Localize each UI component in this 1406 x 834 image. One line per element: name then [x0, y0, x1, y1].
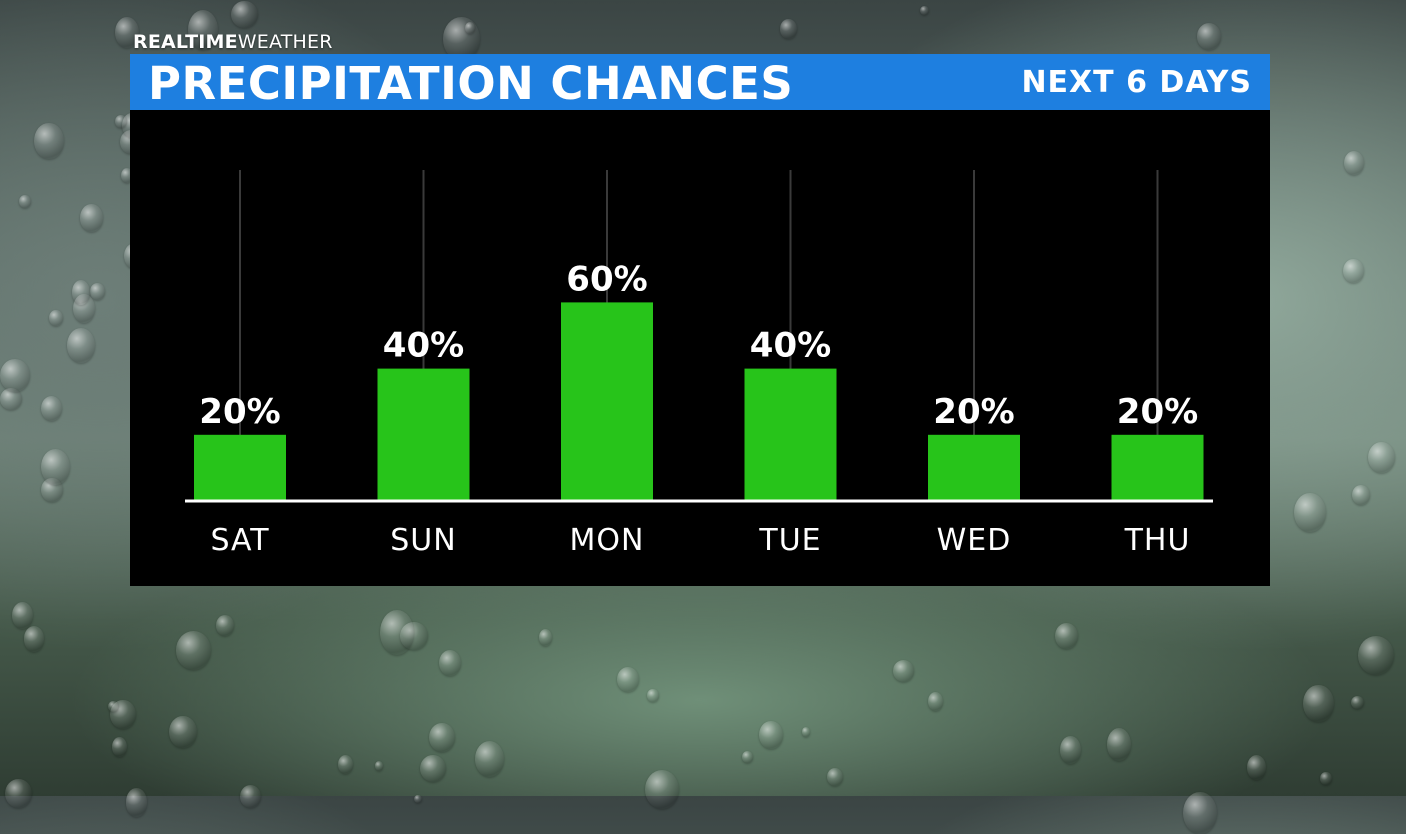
data-label: 40% [750, 326, 831, 366]
raindrop [215, 615, 235, 636]
raindrop [40, 395, 62, 421]
raindrop [399, 621, 428, 651]
raindrop [49, 309, 63, 327]
data-label: 20% [1117, 392, 1198, 432]
raindrop [231, 0, 259, 29]
raindrop [108, 701, 119, 713]
raindrop [110, 699, 137, 729]
raindrop [1367, 441, 1396, 474]
raindrop [0, 387, 22, 410]
raindrop [474, 740, 505, 777]
raindrop [66, 328, 96, 364]
raindrop [1183, 791, 1217, 834]
data-label: 40% [383, 326, 464, 366]
raindrop [539, 629, 553, 647]
precipitation-bar-chart: 20% SAT 40% SUN 60% MON 40% TUE 20% WED 20% THU [185, 170, 1213, 558]
raindrop [1106, 728, 1132, 761]
tick-label: WED [937, 523, 1012, 558]
raindrop [1352, 484, 1371, 506]
raindrop [5, 778, 32, 808]
raindrop [1350, 695, 1364, 709]
raindrop [11, 602, 34, 630]
raindrop [920, 6, 929, 16]
raindrop [1342, 258, 1365, 284]
raindrop [759, 721, 783, 749]
raindrop [41, 477, 63, 502]
raindrop [175, 631, 211, 670]
raindrop [111, 737, 128, 758]
raindrop [779, 19, 798, 40]
title-bar: PRECIPITATION CHANCES NEXT 6 DAYS [130, 54, 1270, 110]
data-label: 60% [566, 259, 647, 299]
raindrop [1196, 23, 1221, 50]
bar-sat [194, 434, 286, 501]
raindrop [1246, 754, 1267, 781]
tick-label: MON [570, 523, 645, 558]
tick-label: THU [1124, 523, 1191, 558]
raindrop [439, 650, 462, 676]
raindrop [742, 750, 754, 763]
raindrop [414, 794, 423, 804]
raindrop [420, 755, 446, 783]
raindrop [1059, 735, 1082, 764]
raindrop [71, 280, 91, 305]
data-label: 20% [199, 392, 280, 432]
chart-panel: 20% SAT 40% SUN 60% MON 40% TUE 20% WED 20% THU [130, 110, 1270, 586]
raindrop [18, 195, 31, 209]
bar-wed [928, 434, 1020, 501]
raindrop [429, 722, 456, 753]
bar-sun [377, 368, 470, 501]
raindrop [375, 761, 384, 771]
brand-light-text: WEATHER [237, 31, 333, 53]
raindrop [464, 21, 475, 35]
raindrop [34, 122, 64, 160]
data-label: 20% [933, 392, 1014, 432]
raindrop [0, 358, 30, 392]
bar-mon [561, 302, 653, 501]
tick-label: TUE [758, 523, 821, 558]
raindrop [23, 625, 45, 652]
raindrop [617, 667, 639, 693]
raindrop [1320, 772, 1332, 786]
raindrop [125, 788, 148, 817]
raindrop [72, 293, 95, 324]
raindrop [338, 755, 354, 775]
raindrop [169, 715, 197, 749]
brand-logo: REALTIMEWEATHER [133, 31, 333, 53]
raindrop [801, 727, 811, 737]
bar-thu [1111, 434, 1204, 501]
chart-title: PRECIPITATION CHANCES [148, 57, 794, 110]
raindrop [647, 689, 659, 703]
raindrop [239, 784, 261, 808]
raindrop [1343, 150, 1365, 176]
raindrop [644, 769, 680, 810]
raindrop [90, 283, 106, 300]
chart-subtitle: NEXT 6 DAYS [1021, 65, 1252, 100]
raindrop [1055, 622, 1079, 650]
bar-tue [744, 368, 837, 501]
raindrop [114, 114, 128, 129]
tick-label: SAT [210, 523, 269, 558]
raindrop [1293, 492, 1326, 533]
raindrop [893, 660, 915, 683]
raindrop [41, 448, 71, 485]
raindrop [827, 767, 844, 787]
tick-label: SUN [390, 523, 456, 558]
raindrop [79, 204, 103, 232]
raindrop [928, 692, 944, 712]
raindrop [1358, 635, 1395, 675]
raindrop [380, 610, 414, 656]
raindrop [1303, 684, 1334, 723]
brand-strong-text: REALTIME [133, 31, 238, 53]
